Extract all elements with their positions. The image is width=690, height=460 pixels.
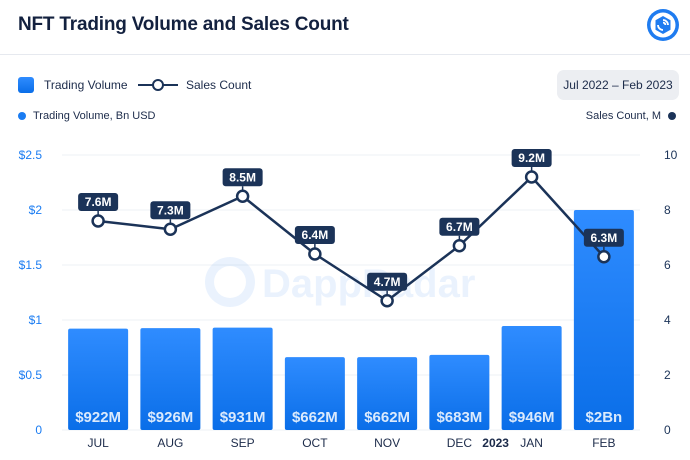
- sales-value-label: 9.2M: [518, 151, 545, 165]
- x-tick-label: JUL: [87, 436, 109, 450]
- x-tick-label: SEP: [231, 436, 255, 450]
- sales-value-label: 6.7M: [446, 220, 473, 234]
- x-tick-label: AUG: [157, 436, 183, 450]
- sales-point-oct: [308, 247, 322, 261]
- left-tick-label: 0: [35, 423, 42, 437]
- sales-value-label: 4.7M: [374, 275, 401, 289]
- bar-oct: [284, 357, 345, 430]
- right-tick-label: 10: [664, 148, 678, 162]
- date-range-selector[interactable]: Jul 2022 – Feb 2023: [557, 70, 679, 100]
- legend-sales-count-label: Sales Count: [186, 78, 252, 92]
- bar-feb: [573, 210, 634, 430]
- bar-jul: [68, 328, 129, 430]
- right-tick-label: 0: [664, 423, 671, 437]
- sales-label-box: [583, 228, 624, 247]
- watermark-logo-icon: [205, 257, 255, 307]
- sales-point-nov: [380, 294, 394, 308]
- x-tick-label: DEC: [447, 436, 473, 450]
- right-tick-label: 6: [664, 258, 671, 272]
- sales-count-line-icon: [138, 79, 178, 91]
- left-axis-dot: [18, 112, 26, 120]
- sales-value-label: 6.3M: [591, 231, 618, 245]
- watermark-logo-inner: [214, 266, 246, 298]
- bar-value-label: $683M: [436, 409, 482, 426]
- sales-value-label: 7.3M: [157, 203, 184, 217]
- right-tick-label: 4: [664, 313, 671, 327]
- left-tick-label: $0.5: [19, 368, 43, 382]
- bar-value-label: $922M: [75, 409, 121, 426]
- header-divider: [0, 54, 690, 55]
- legend-trading-volume[interactable]: Trading Volume: [18, 76, 128, 94]
- x-tick-label: FEB: [592, 436, 615, 450]
- sales-label-box: [78, 193, 119, 211]
- sales-label-box: [294, 226, 335, 244]
- trading-volume-swatch: [18, 77, 34, 93]
- bar-value-label: $926M: [147, 409, 193, 426]
- left-tick-label: $1: [29, 313, 43, 327]
- x-tick-label: NOV: [374, 436, 400, 450]
- bar-nov: [357, 357, 418, 430]
- year-marker-label: 2023: [482, 436, 509, 450]
- sales-point-jul: [91, 214, 105, 228]
- sales-value-label: 6.4M: [302, 228, 329, 242]
- page-title: NFT Trading Volume and Sales Count: [18, 14, 349, 35]
- bar-sep: [212, 327, 273, 430]
- bar-value-label: $662M: [364, 409, 410, 426]
- bar-jan: [501, 325, 562, 430]
- sales-point-jan: [524, 170, 539, 184]
- bar-value-label: $2Bn: [586, 409, 623, 426]
- left-axis-title-text: Trading Volume, Bn USD: [33, 110, 156, 122]
- sales-point-feb: [597, 250, 611, 264]
- sales-value-label: 8.5M: [229, 170, 256, 184]
- bar-dec: [429, 354, 490, 430]
- left-tick-label: $1.5: [19, 258, 43, 272]
- right-axis-title: Sales Count, M: [586, 110, 676, 122]
- left-tick-label: $2.5: [19, 148, 43, 162]
- bar-value-label: $662M: [292, 409, 338, 426]
- sales-label-box: [367, 272, 408, 291]
- right-tick-label: 8: [664, 203, 671, 217]
- sales-point-aug: [163, 222, 178, 236]
- sales-label-box: [439, 217, 480, 236]
- sales-point-dec: [452, 239, 467, 253]
- bar-value-label: $931M: [220, 409, 266, 426]
- dappradar-logo-icon: [647, 9, 679, 41]
- legend-sales-count[interactable]: Sales Count: [138, 76, 251, 94]
- sales-count-line: [97, 175, 605, 302]
- sales-point-sep: [235, 189, 250, 203]
- right-tick-label: 2: [664, 368, 671, 382]
- sales-value-label: 7.6M: [85, 195, 112, 209]
- right-axis-title-text: Sales Count, M: [585, 110, 661, 122]
- x-tick-label: JAN: [520, 436, 543, 450]
- left-tick-label: $2: [29, 203, 43, 217]
- legend-trading-volume-label: Trading Volume: [44, 78, 128, 92]
- x-tick-label: OCT: [302, 436, 328, 450]
- sales-label-box: [511, 149, 552, 167]
- left-axis-title: Trading Volume, Bn USD: [18, 110, 155, 122]
- sales-label-box: [150, 201, 191, 220]
- right-axis-dot: [668, 112, 676, 120]
- watermark: DappRadar: [205, 257, 475, 307]
- bar-aug: [140, 328, 201, 430]
- sales-label-box: [222, 168, 263, 187]
- bar-value-label: $946M: [509, 409, 555, 426]
